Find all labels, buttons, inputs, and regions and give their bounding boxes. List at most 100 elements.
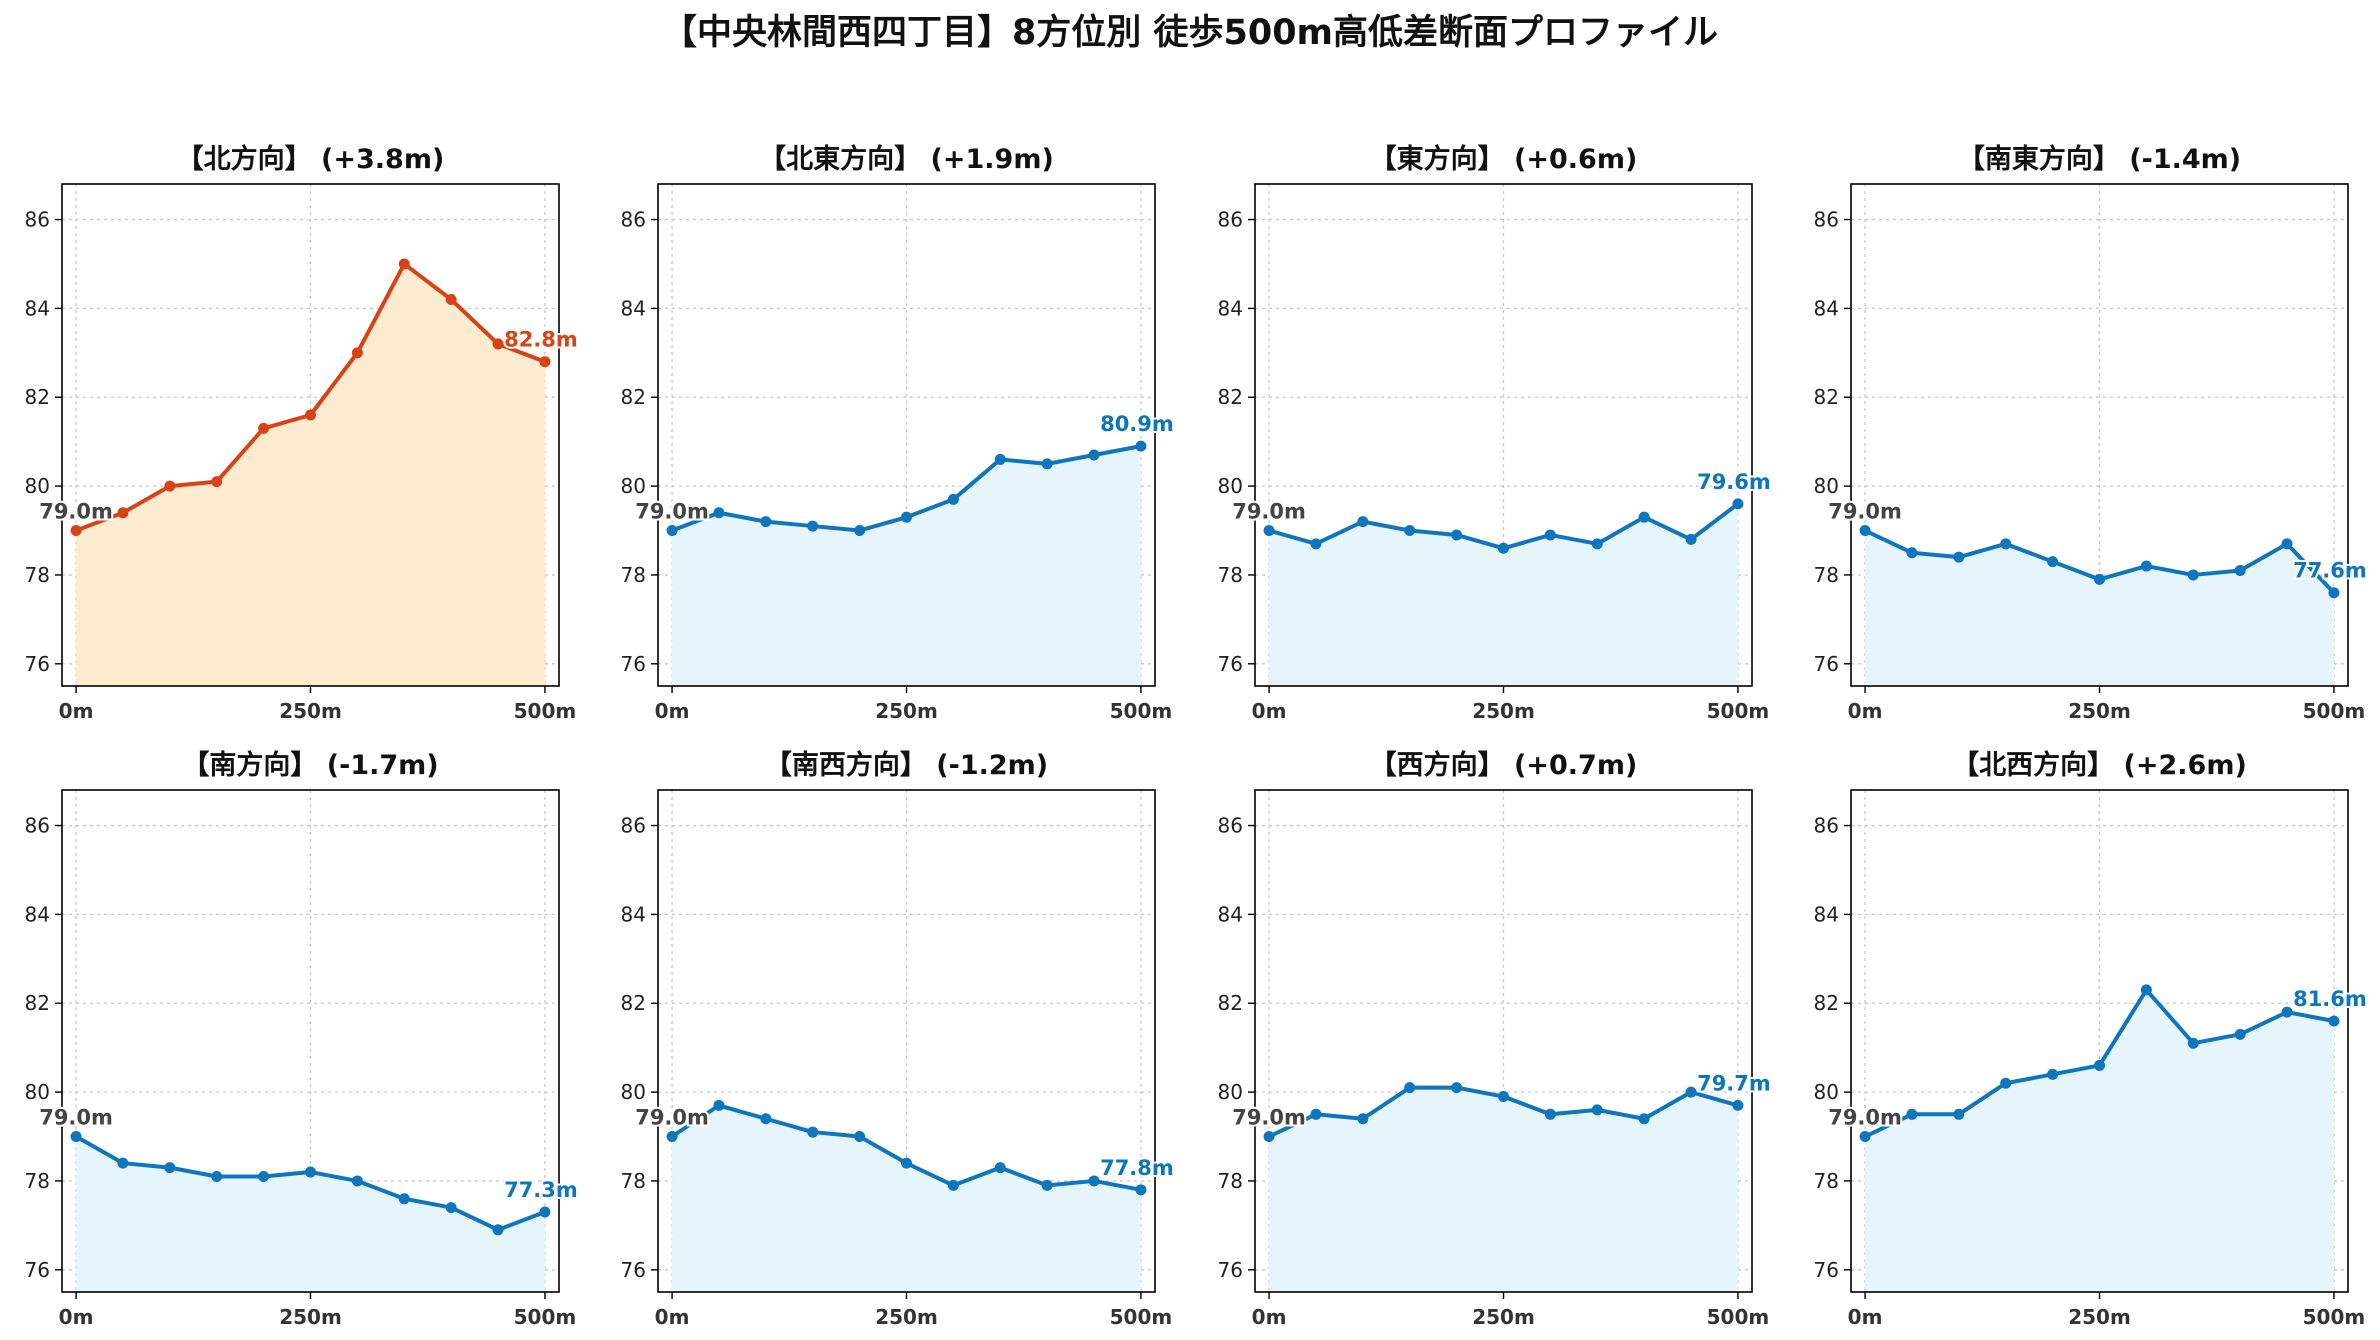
data-point — [1685, 1086, 1697, 1098]
chart-title: 【北方向】 (+3.8m) — [177, 143, 445, 175]
y-tick-label: 76 — [25, 1258, 50, 1282]
data-point — [117, 1157, 129, 1169]
data-point — [445, 1202, 457, 1214]
chart-panel-1: 【北方向】 (+3.8m) 76 78 80 82 84 86 0m 250m 500m 79.0m… — [25, 143, 580, 723]
area-fill — [672, 1105, 1141, 1292]
data-point — [1357, 516, 1369, 528]
y-tick-label: 76 — [1814, 1258, 1839, 1282]
start-value-label: 79.0m — [1828, 500, 1902, 524]
data-point — [305, 1166, 316, 1178]
y-tick-label: 78 — [621, 1169, 646, 1193]
y-tick-label: 82 — [1218, 991, 1243, 1015]
data-point — [1498, 1091, 1509, 1103]
data-point — [901, 1157, 912, 1169]
y-tick-label: 86 — [1814, 208, 1839, 232]
data-point — [1859, 525, 1871, 537]
y-tick-label: 76 — [1218, 652, 1243, 676]
end-value-label: 82.8m — [504, 328, 578, 352]
y-tick-label: 84 — [1814, 902, 1839, 926]
y-tick-label: 86 — [25, 208, 50, 232]
data-point — [760, 516, 772, 528]
data-point — [2047, 556, 2059, 568]
data-point — [1953, 1108, 1965, 1120]
data-point — [2000, 538, 2012, 550]
data-point — [1906, 1108, 1918, 1120]
data-point — [2234, 1028, 2246, 1040]
end-value-label: 79.7m — [1697, 1071, 1771, 1095]
y-tick-label: 86 — [1218, 814, 1243, 838]
chart-panel-2: 【北東方向】 (+1.9m) 76 78 80 82 84 86 0m 250m 500m 79.0… — [621, 143, 1176, 723]
data-point — [1310, 538, 1322, 550]
chart-title: 【南方向】 (-1.7m) — [182, 749, 438, 781]
end-value-label: 77.8m — [1100, 1156, 1174, 1180]
y-tick-label: 76 — [621, 1258, 646, 1282]
data-point — [258, 1170, 270, 1182]
data-point — [2281, 538, 2293, 550]
y-tick-label: 84 — [1814, 296, 1839, 320]
data-point — [258, 422, 270, 434]
y-tick-label: 84 — [1218, 902, 1243, 926]
y-tick-label: 82 — [1814, 385, 1839, 409]
x-tick-label: 250m — [2068, 1305, 2131, 1329]
chart-panel-5: 【南方向】 (-1.7m) 76 78 80 82 84 86 0m 250m 500m 79.0m… — [25, 749, 580, 1329]
data-point — [2187, 1037, 2199, 1049]
data-point — [164, 480, 176, 492]
y-tick-label: 82 — [621, 991, 646, 1015]
data-point — [2328, 1015, 2340, 1027]
data-point — [854, 525, 866, 537]
y-tick-label: 86 — [621, 814, 646, 838]
data-point — [351, 1175, 363, 1187]
data-point — [2047, 1068, 2059, 1080]
data-point — [2000, 1077, 2012, 1089]
area-fill — [76, 263, 545, 686]
data-point — [901, 511, 912, 523]
data-point — [1544, 529, 1556, 541]
y-tick-label: 82 — [25, 991, 50, 1015]
x-tick-label: 0m — [1848, 1305, 1883, 1329]
start-value-label: 79.0m — [1828, 1106, 1902, 1130]
chart-title: 【南東方向】 (-1.4m) — [1958, 143, 2241, 175]
y-tick-label: 86 — [1814, 814, 1839, 838]
data-point — [70, 1131, 82, 1143]
data-point — [1451, 529, 1463, 541]
x-tick-label: 250m — [1472, 699, 1535, 723]
data-point — [1591, 1104, 1603, 1116]
y-tick-label: 86 — [621, 208, 646, 232]
data-point — [1404, 1082, 1416, 1094]
chart-panel-3: 【東方向】 (+0.6m) 76 78 80 82 84 86 0m 250m 500m 79.0m… — [1218, 143, 1773, 723]
data-point — [117, 507, 129, 519]
y-tick-label: 80 — [25, 1080, 50, 1104]
y-tick-label: 84 — [621, 296, 646, 320]
data-point — [211, 476, 223, 488]
y-tick-label: 78 — [1218, 1169, 1243, 1193]
data-point — [164, 1162, 176, 1174]
data-point — [1859, 1131, 1871, 1143]
y-tick-label: 84 — [25, 296, 50, 320]
chart-panel-8: 【北西方向】 (+2.6m) 76 78 80 82 84 86 0m 250m 500m 79.0… — [1814, 749, 2369, 1329]
data-point — [1357, 1113, 1369, 1125]
y-tick-label: 80 — [621, 474, 646, 498]
y-tick-label: 82 — [1218, 385, 1243, 409]
data-point — [2140, 984, 2152, 996]
data-point — [1088, 1175, 1100, 1187]
data-point — [947, 1179, 959, 1191]
start-value-label: 79.0m — [635, 1106, 709, 1130]
x-tick-label: 0m — [1848, 699, 1883, 723]
data-point — [1544, 1108, 1556, 1120]
data-point — [1041, 458, 1053, 470]
data-point — [445, 294, 457, 306]
data-point — [1685, 533, 1697, 545]
data-point — [398, 258, 410, 270]
x-tick-label: 0m — [1252, 1305, 1287, 1329]
data-point — [1135, 1184, 1147, 1196]
data-point — [2328, 587, 2340, 599]
y-tick-label: 76 — [1814, 652, 1839, 676]
end-value-label: 77.3m — [504, 1178, 578, 1202]
data-point — [1135, 440, 1147, 452]
start-value-label: 79.0m — [1232, 500, 1306, 524]
x-tick-label: 0m — [59, 1305, 94, 1329]
data-point — [492, 1224, 504, 1236]
data-point — [351, 347, 363, 359]
data-point — [947, 493, 959, 505]
